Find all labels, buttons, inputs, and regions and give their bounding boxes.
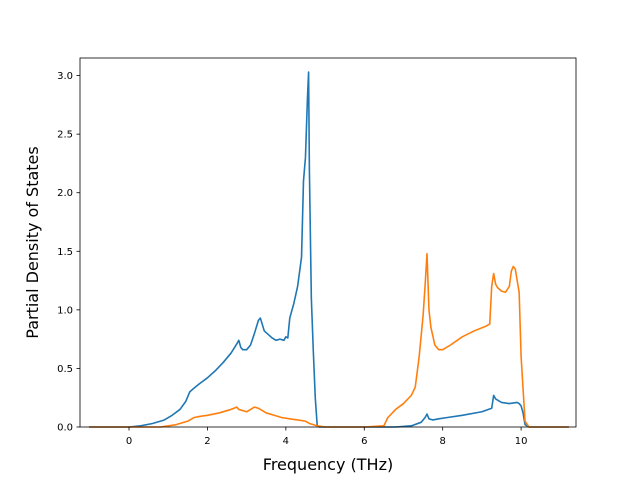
y-axis-label: Partial Density of States: [23, 146, 42, 338]
y-tick-label: 2.5: [57, 130, 73, 141]
y-tick-label: 1.0: [57, 305, 73, 316]
series-line-1: [89, 71, 569, 428]
x-tick-label: 6: [361, 436, 367, 447]
series-line-2: [89, 252, 569, 428]
y-tick-label: 0.0: [57, 423, 73, 434]
y-tick-label: 1.5: [57, 247, 73, 258]
x-tick-label: 8: [440, 436, 446, 447]
x-axis-ticks: 0 2 4 6 8 10: [126, 427, 528, 447]
y-tick-label: 2.0: [57, 188, 73, 199]
series-layer: [89, 71, 569, 428]
x-tick-label: 2: [204, 436, 210, 447]
x-tick-label: 10: [515, 436, 528, 447]
x-tick-label: 4: [283, 436, 289, 447]
plot-frame: [79, 57, 577, 428]
y-tick-label: 3.0: [57, 71, 73, 82]
y-tick-label: 0.5: [57, 364, 73, 375]
x-tick-label: 0: [126, 436, 132, 447]
y-axis-ticks: 0.0 0.5 1.0 1.5 2.0 2.5 3.0: [57, 71, 80, 434]
x-axis-label: Frequency (THz): [263, 455, 393, 474]
